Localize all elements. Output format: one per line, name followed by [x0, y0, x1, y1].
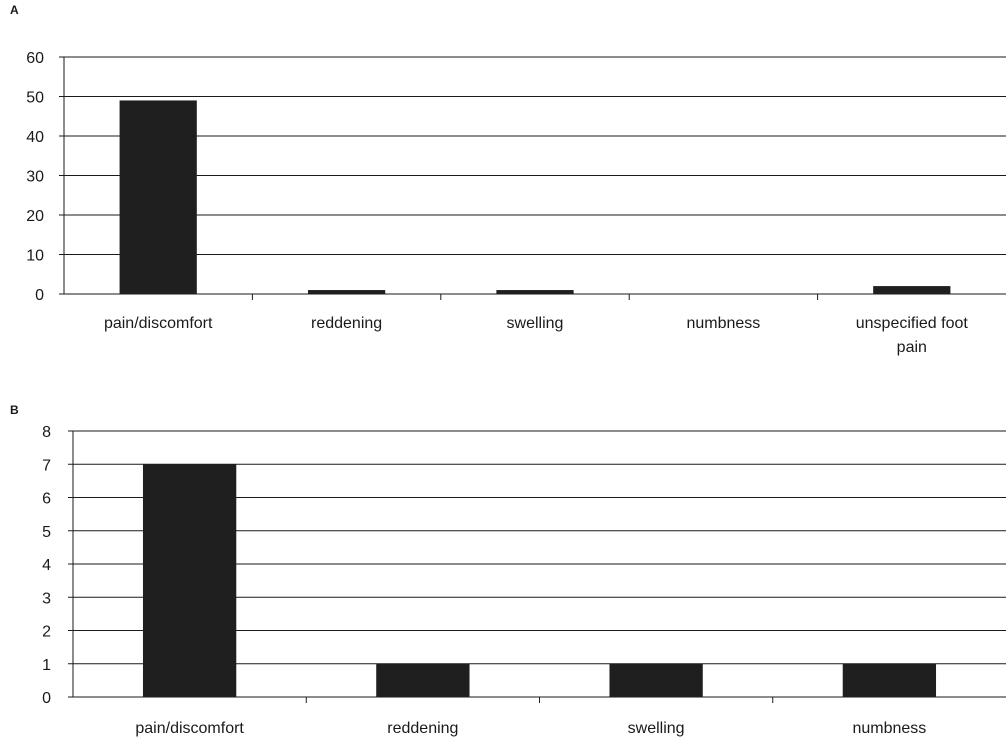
- panel-label-b: B: [10, 403, 19, 417]
- y-tick-label: 0: [42, 690, 51, 707]
- x-category-label-line: unspecified foot: [856, 315, 969, 332]
- x-category-label-line: swelling: [507, 315, 564, 332]
- bar-reddening: [376, 663, 470, 697]
- panel-label-a: A: [10, 3, 19, 17]
- x-category-label: numbness: [686, 315, 760, 332]
- y-tick-label: 30: [26, 169, 44, 186]
- y-tick-label: 0: [35, 287, 44, 304]
- x-category-label-line: numbness: [686, 315, 760, 332]
- y-tick-label: 5: [42, 524, 51, 541]
- bar-pain-discomfort: [142, 464, 237, 697]
- y-tick-label: 50: [26, 90, 44, 107]
- y-tick-label: 4: [42, 557, 51, 574]
- x-category-label: pain/discomfort: [104, 315, 213, 332]
- x-category-label: pain/discomfort: [135, 720, 244, 737]
- x-category-label: swelling: [628, 720, 685, 737]
- x-category-label-line: pain: [897, 339, 927, 356]
- x-category-label: numbness: [852, 720, 926, 737]
- chart-panel-b: B 0 1 2 3 4 5 6 7 8 pain/discomfort reddening swelli…: [10, 403, 1006, 737]
- y-tick-label: 2: [42, 624, 51, 641]
- x-category-label-line: numbness: [852, 720, 926, 737]
- bar-numbness: [842, 663, 937, 697]
- x-category-label: swelling: [507, 315, 564, 332]
- y-tick-label: 7: [42, 457, 51, 474]
- x-category-label-line: reddening: [387, 720, 458, 737]
- y-tick-label: 10: [26, 248, 44, 265]
- x-category-label-line: swelling: [628, 720, 685, 737]
- y-tick-label: 40: [26, 129, 44, 146]
- x-category-label: reddening: [311, 315, 382, 332]
- chart-panel-a: A 0 10 20 30 40 50 60 pain/discomfort reddening sw…: [10, 3, 1006, 356]
- x-category-label-line: reddening: [311, 315, 382, 332]
- y-tick-label: 6: [42, 491, 51, 508]
- y-tick-label: 60: [26, 50, 44, 67]
- y-tick-label: 3: [42, 590, 51, 607]
- y-tick-label: 1: [42, 657, 51, 674]
- bar-swelling: [496, 290, 574, 294]
- y-tick-label: 20: [26, 208, 44, 225]
- x-category-label-line: pain/discomfort: [104, 315, 213, 332]
- bar-pain-discomfort: [119, 100, 197, 294]
- bar-swelling: [609, 663, 703, 697]
- bar-unspecified-foot-pain: [873, 286, 951, 294]
- x-category-label-line: pain/discomfort: [135, 720, 244, 737]
- x-category-label: reddening: [387, 720, 458, 737]
- x-category-label: unspecified foot pain: [856, 315, 969, 356]
- bar-reddening: [307, 290, 386, 294]
- y-tick-label: 8: [42, 424, 51, 441]
